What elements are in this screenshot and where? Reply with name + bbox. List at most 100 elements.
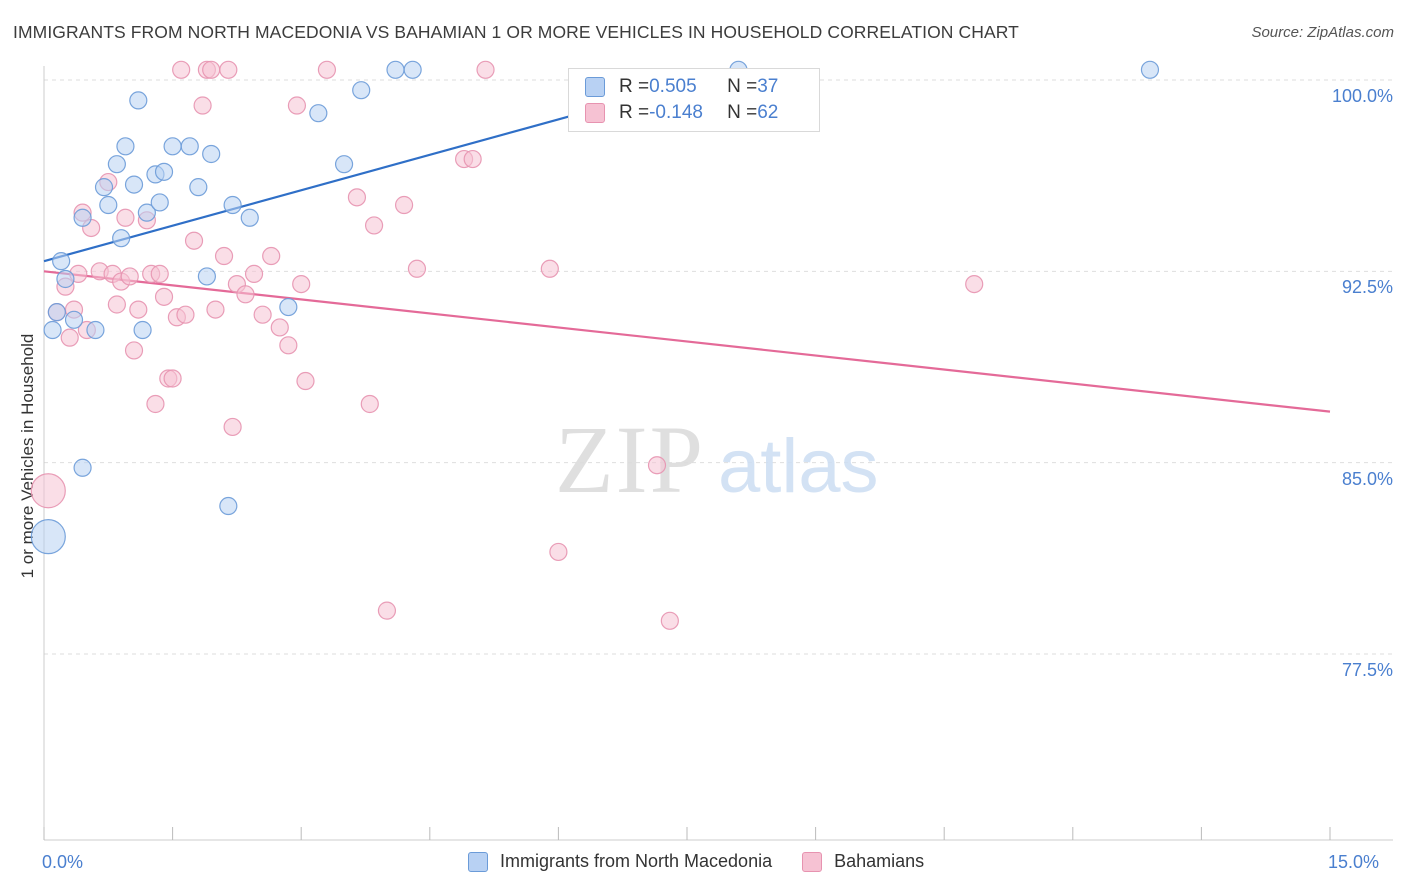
chart-title: IMMIGRANTS FROM NORTH MACEDONIA VS BAHAM…: [13, 22, 1019, 42]
macedonia-point: [163, 137, 182, 156]
bahamians-point: [60, 328, 79, 347]
macedonia-point: [133, 320, 152, 340]
bahamians-point: [172, 60, 191, 79]
macedonia-point: [150, 193, 169, 212]
macedonia-point: [240, 208, 259, 227]
legend-r-value: 0.505: [649, 76, 697, 97]
source-credit: Source: ZipAtlas.com: [1251, 24, 1394, 41]
macedonia-point: [43, 320, 62, 340]
axes: [43, 66, 1393, 841]
macedonia-point: [30, 519, 66, 555]
gridlines: [44, 79, 1393, 655]
macedonia-point: [112, 229, 131, 248]
legend-n-value: 37: [757, 76, 779, 97]
macedonia-point: [86, 320, 105, 340]
macedonia-point: [219, 496, 238, 516]
bahamians-point: [163, 369, 182, 388]
macedonia-point: [107, 155, 126, 174]
x-tick-label: 0.0%: [42, 852, 84, 872]
macedonia-point: [129, 91, 148, 110]
bahamians-point: [360, 394, 379, 414]
macedonia-point: [309, 104, 328, 123]
macedonia-point: [1140, 60, 1160, 79]
bahamians-point: [253, 305, 272, 324]
macedonia-point: [223, 195, 242, 215]
macedonia-point: [64, 310, 84, 329]
bahamians-point: [202, 60, 221, 79]
bahamians-point: [965, 274, 984, 294]
bahamians-point: [150, 264, 169, 283]
bahamians-point: [347, 188, 367, 207]
macedonia-point: [279, 297, 298, 317]
x-tick-label: 15.0%: [1328, 852, 1380, 872]
legend-n-label: N =: [727, 102, 758, 123]
macedonia-point: [73, 458, 92, 477]
bahamians-point: [184, 231, 204, 250]
macedonia-point: [352, 81, 371, 100]
legend-row-bahamians: R = -0.148 N = 62: [585, 101, 778, 125]
legend-r-label: R =: [619, 76, 650, 97]
macedonia-point: [47, 303, 66, 322]
bahamians-point: [407, 259, 427, 278]
macedonia-point: [197, 267, 216, 286]
bahamians-point: [279, 336, 298, 355]
macedonia-point: [124, 175, 144, 194]
macedonia-point: [403, 60, 422, 79]
bahamians-point: [193, 96, 212, 115]
bahamians-point: [30, 473, 66, 509]
legend-r-label: R =: [619, 102, 650, 123]
bahamians-point: [107, 295, 126, 314]
bahamians-point: [214, 246, 234, 266]
bahamians-point: [540, 259, 559, 278]
bahamians-point: [176, 305, 195, 324]
macedonia-point: [116, 137, 135, 156]
bahamians-point: [154, 287, 174, 306]
macedonia-point: [202, 144, 221, 164]
bahamians-point: [219, 60, 238, 79]
bahamians-point: [364, 216, 384, 235]
y-tick-label: 85.0%: [1341, 468, 1393, 489]
bahamians-point: [317, 60, 337, 79]
bahamians-point: [146, 394, 165, 414]
bahamians-point: [262, 246, 281, 266]
legend-r-value: -0.148: [649, 102, 703, 123]
y-tick-label: 92.5%: [1341, 277, 1393, 298]
series-legend: Immigrants from North Macedonia Bahamian…: [468, 851, 954, 872]
watermark-atlas: atlas: [718, 424, 879, 509]
legend-swatch-blue: [585, 77, 605, 97]
watermark-zip: ZIP: [555, 406, 705, 513]
macedonia-point: [386, 60, 405, 79]
series-legend-bahamians[interactable]: Bahamians: [802, 851, 924, 872]
macedonia-point: [56, 269, 75, 289]
bahamians-points: [30, 60, 984, 630]
bahamians-point: [287, 96, 307, 115]
watermark: ZIP atlas: [555, 406, 879, 513]
bahamians-point: [394, 195, 414, 215]
bahamians-point: [377, 601, 397, 620]
bahamians-point: [129, 300, 148, 319]
correlation-legend: R = 0.505 N = 37 R = -0.148 N = 62: [568, 68, 820, 132]
macedonia-point: [99, 195, 118, 215]
y-tick-label: 77.5%: [1341, 660, 1393, 680]
legend-n-value: 62: [757, 102, 779, 123]
macedonia-point: [180, 137, 199, 156]
bahamians-point: [296, 371, 315, 391]
macedonia-point: [154, 162, 174, 181]
bahamians-point: [476, 60, 495, 79]
bahamians-point: [244, 264, 264, 283]
macedonia-point: [73, 208, 92, 227]
bahamians-point: [223, 417, 242, 437]
bahamians-point: [236, 285, 255, 304]
macedonia-point: [52, 252, 71, 271]
bahamians-point: [292, 274, 311, 294]
series-legend-macedonia[interactable]: Immigrants from North Macedonia: [468, 851, 772, 872]
macedonia-point: [334, 155, 354, 174]
bahamians-point: [120, 267, 139, 286]
bahamians-point: [124, 341, 144, 360]
macedonia-point: [137, 203, 156, 222]
series-swatch-blue: [468, 851, 488, 872]
legend-n-label: N =: [727, 76, 758, 97]
legend-row-macedonia: R = 0.505 N = 37: [585, 75, 778, 99]
series-swatch-pink: [802, 851, 823, 872]
